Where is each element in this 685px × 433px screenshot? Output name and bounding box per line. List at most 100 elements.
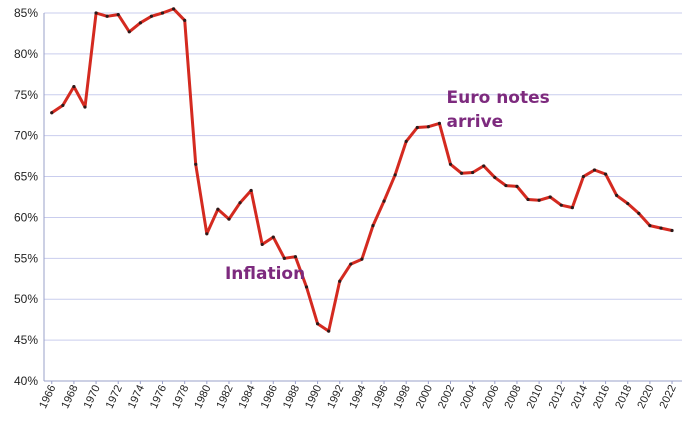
x-tick-label: 2004 — [458, 383, 479, 410]
data-point — [659, 226, 663, 230]
annotation-label: arrive — [447, 112, 504, 132]
data-point — [648, 224, 652, 228]
data-point — [338, 279, 342, 283]
data-point — [349, 262, 353, 266]
x-tick-label: 1984 — [237, 383, 258, 410]
data-point — [626, 201, 630, 206]
x-tick-label: 1966 — [37, 383, 58, 410]
y-tick-label: 55% — [14, 251, 38, 265]
data-point — [116, 13, 120, 17]
x-tick-label: 1972 — [104, 383, 125, 410]
x-tick-label: 1982 — [214, 383, 235, 410]
data-point — [50, 111, 54, 115]
data-point — [94, 11, 98, 15]
x-tick-label: 1992 — [325, 383, 346, 410]
data-point — [670, 228, 674, 233]
data-point — [138, 21, 142, 25]
y-tick-label: 60% — [14, 210, 38, 224]
data-point — [72, 85, 76, 89]
data-point — [149, 14, 154, 18]
x-tick-label: 1990 — [303, 383, 324, 410]
x-tick-label: 1968 — [59, 383, 80, 410]
data-point — [493, 175, 497, 179]
data-point — [570, 206, 574, 210]
data-point — [327, 329, 331, 333]
y-tick-label: 70% — [14, 129, 38, 143]
x-tick-label: 2014 — [569, 383, 590, 410]
data-point — [415, 125, 419, 130]
x-tick-label: 1994 — [347, 383, 368, 410]
x-tick-label: 2006 — [480, 383, 501, 410]
data-point — [249, 188, 253, 193]
y-tick-label: 65% — [14, 170, 38, 184]
x-tick-label: 2000 — [414, 383, 435, 410]
x-tick-label: 2020 — [635, 383, 656, 410]
annotation-label: Inflation — [225, 264, 305, 284]
x-tick-label: 2010 — [525, 383, 546, 410]
data-point — [382, 199, 386, 203]
data-point — [559, 203, 563, 207]
x-tick-label: 2002 — [436, 383, 457, 410]
y-tick-label: 50% — [14, 292, 38, 306]
x-tick-label: 1976 — [148, 383, 169, 410]
x-tick-label: 1980 — [192, 383, 213, 410]
data-point — [360, 257, 364, 261]
data-point — [227, 217, 231, 221]
x-tick-label: 2022 — [658, 383, 679, 410]
data-point — [404, 139, 408, 143]
data-point — [437, 121, 442, 125]
data-point — [61, 103, 65, 108]
data-point — [183, 18, 187, 22]
x-tick-label: 1970 — [82, 383, 103, 410]
data-point — [293, 255, 298, 259]
data-point — [260, 242, 264, 247]
data-point — [194, 162, 198, 166]
data-point — [637, 211, 641, 215]
y-tick-label: 40% — [14, 374, 38, 388]
x-tick-label: 2012 — [547, 383, 568, 410]
data-point — [83, 105, 87, 109]
data-point — [537, 198, 541, 202]
data-point — [592, 168, 597, 172]
x-tick-label: 2018 — [613, 383, 634, 410]
data-point — [371, 224, 375, 228]
x-tick-label: 1988 — [281, 383, 302, 410]
y-tick-label: 75% — [14, 88, 38, 102]
data-point — [448, 162, 453, 166]
data-point — [581, 174, 586, 179]
data-point — [271, 235, 275, 239]
y-tick-label: 80% — [14, 47, 38, 61]
data-point — [526, 197, 530, 202]
data-point — [459, 171, 464, 175]
data-point — [216, 207, 220, 211]
data-point — [238, 201, 242, 205]
data-point — [603, 172, 608, 176]
data-point — [205, 232, 209, 236]
x-tick-label: 1986 — [259, 383, 280, 410]
data-point — [127, 30, 131, 34]
y-tick-label: 45% — [14, 333, 38, 347]
x-tick-label: 2016 — [591, 383, 612, 410]
data-point — [315, 322, 320, 326]
x-tick-label: 1998 — [392, 383, 413, 410]
data-point — [515, 184, 519, 188]
data-point — [426, 125, 430, 129]
data-point — [393, 173, 397, 177]
data-point — [171, 7, 176, 11]
data-point — [482, 164, 486, 168]
x-tick-label: 1996 — [370, 383, 391, 410]
data-point — [105, 14, 109, 18]
series-line — [50, 7, 674, 333]
data-point — [160, 11, 165, 15]
data-point — [471, 170, 475, 175]
data-point — [504, 183, 508, 188]
data-point — [282, 256, 286, 260]
data-point — [615, 193, 619, 197]
y-tick-label: 85% — [14, 6, 38, 20]
x-tick-label: 1974 — [126, 383, 147, 410]
data-point — [304, 285, 309, 289]
data-point — [548, 195, 552, 199]
annotation-label: Euro notes — [447, 88, 550, 108]
